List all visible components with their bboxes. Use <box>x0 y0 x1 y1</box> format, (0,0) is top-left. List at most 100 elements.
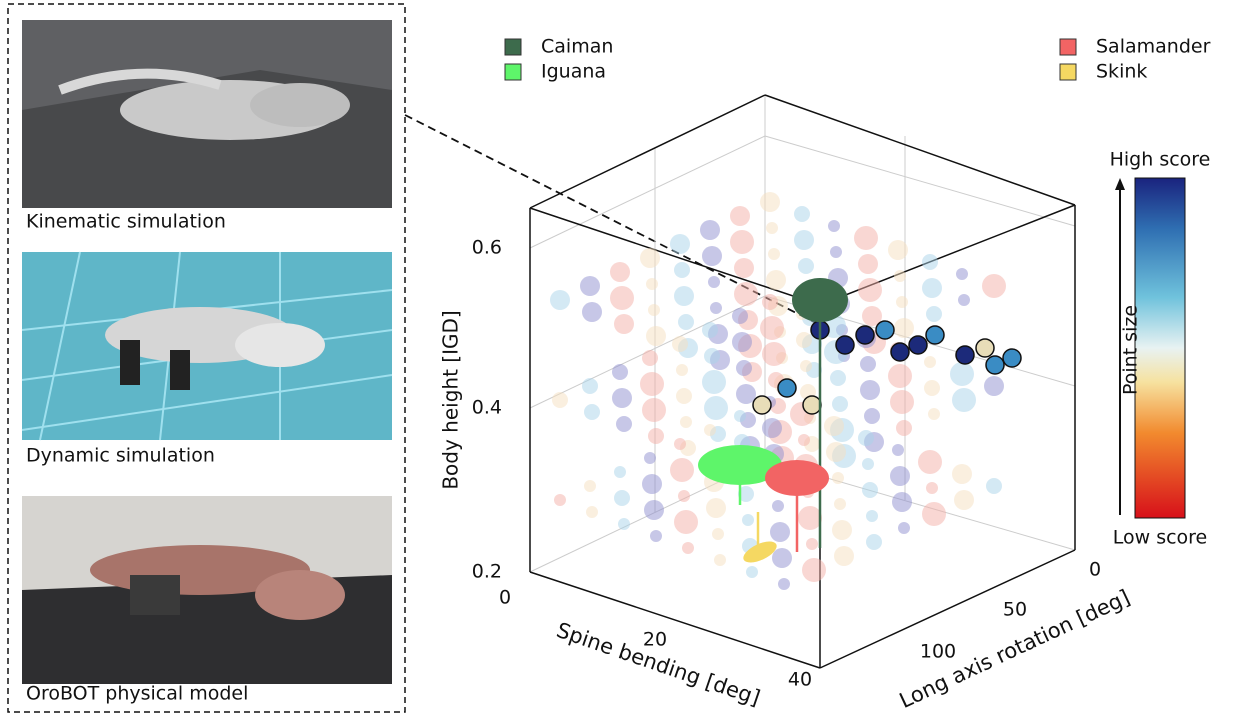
background-point <box>806 538 818 550</box>
background-point <box>924 380 940 396</box>
background-point <box>674 510 698 534</box>
y-tick-label: 100 <box>920 641 956 663</box>
background-point <box>672 336 688 352</box>
highlight-point <box>753 396 771 414</box>
background-point <box>614 490 630 506</box>
background-point <box>614 466 626 478</box>
background-point <box>736 384 756 404</box>
background-point <box>710 302 722 314</box>
background-point <box>862 482 878 498</box>
background-point <box>828 220 840 232</box>
z-tick-label: 0.4 <box>472 397 502 419</box>
background-point <box>676 364 688 376</box>
background-point <box>762 342 786 366</box>
background-point <box>742 514 754 526</box>
background-point <box>834 498 846 510</box>
background-point <box>702 246 722 266</box>
background-point <box>584 404 600 420</box>
background-point <box>858 254 878 274</box>
background-point <box>798 434 810 446</box>
background-point <box>670 234 690 254</box>
background-point <box>584 480 596 492</box>
background-point <box>552 392 568 408</box>
background-point <box>956 268 968 280</box>
background-point <box>858 278 882 302</box>
highlight-point <box>803 396 821 414</box>
highlight-point <box>986 356 1004 374</box>
background-point <box>896 420 912 436</box>
background-point <box>794 230 814 250</box>
highlight-point <box>926 326 944 344</box>
legend-label: Iguana <box>541 61 606 83</box>
background-point <box>702 322 718 338</box>
background-point <box>640 372 664 396</box>
background-point <box>826 442 846 462</box>
caption: Kinematic simulation <box>26 211 226 233</box>
background-point <box>772 548 792 568</box>
background-point <box>616 416 632 432</box>
background-point <box>768 248 780 260</box>
background-point <box>646 326 666 346</box>
background-point <box>778 578 790 590</box>
background-point <box>678 490 690 502</box>
background-point <box>984 376 1004 396</box>
background-point <box>982 274 1006 298</box>
background-point <box>924 356 936 368</box>
background-point <box>926 482 938 494</box>
background-point <box>618 518 630 530</box>
highlight-point <box>836 336 854 354</box>
background-point <box>640 248 660 268</box>
background-point <box>582 378 598 394</box>
background-point <box>734 282 758 306</box>
background-point <box>762 294 778 310</box>
background-point <box>648 304 660 316</box>
background-point <box>612 364 628 380</box>
background-point <box>646 278 658 290</box>
background-point <box>706 498 726 518</box>
background-point <box>952 464 972 484</box>
background-point <box>674 438 686 450</box>
caption: Dynamic simulation <box>26 445 215 467</box>
background-point <box>958 294 970 306</box>
colorbar-bottom: Low score <box>1113 527 1208 549</box>
background-point <box>794 206 810 222</box>
background-point <box>832 520 852 540</box>
colorbar-label: Point size <box>1120 305 1142 395</box>
background-point <box>712 528 724 540</box>
background-point <box>898 522 910 534</box>
background-point <box>674 262 690 278</box>
background-point <box>892 492 912 512</box>
y-tick-label: 50 <box>1003 599 1027 621</box>
background-point <box>682 542 694 554</box>
background-point <box>708 276 720 288</box>
background-point <box>704 424 716 436</box>
background-point <box>704 396 728 420</box>
legend-swatch <box>505 39 521 55</box>
background-point <box>614 314 634 334</box>
background-point <box>922 278 942 298</box>
background-point <box>798 506 822 530</box>
background-point <box>746 566 758 578</box>
background-point <box>732 332 752 352</box>
x-tick-label: 0 <box>499 587 511 609</box>
background-point <box>832 396 848 412</box>
background-point <box>866 510 878 522</box>
species-region <box>792 278 848 322</box>
background-point <box>670 458 694 482</box>
background-point <box>734 410 746 422</box>
background-point <box>762 418 782 438</box>
background-point <box>732 308 748 324</box>
background-point <box>704 348 720 364</box>
background-point <box>582 302 602 322</box>
legend-label: Skink <box>1096 61 1147 83</box>
background-point <box>730 230 754 254</box>
background-point <box>612 388 632 408</box>
background-point <box>858 430 874 446</box>
figure: Kinematic simulation Dynamic simulation … <box>0 0 1244 716</box>
background-point <box>736 360 752 376</box>
highlight-point <box>778 379 796 397</box>
caption: OroBOT physical model <box>26 683 248 705</box>
background-point <box>642 398 666 422</box>
background-point <box>644 452 656 464</box>
highlight-point <box>856 326 874 344</box>
